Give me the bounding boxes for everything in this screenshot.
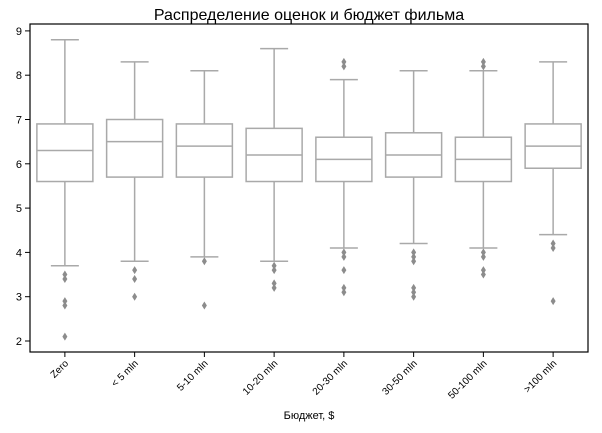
outlier-point: [62, 301, 68, 310]
outlier-point: [132, 266, 138, 275]
outlier-point: [62, 274, 68, 283]
outlier-point: [480, 252, 486, 261]
outlier-point: [62, 297, 68, 306]
y-tick-label: 6: [16, 159, 22, 171]
y-tick-label: 9: [16, 26, 22, 38]
outlier-point: [411, 288, 417, 297]
outlier-point: [480, 248, 486, 257]
x-axis-label: Бюджет, $: [284, 410, 335, 422]
outlier-point: [341, 248, 347, 257]
y-tick-label: 8: [16, 70, 22, 82]
outlier-point: [132, 274, 138, 283]
iqr-box: [175, 123, 234, 178]
outlier-point: [341, 62, 347, 71]
x-tick-label: 10-20 mln: [241, 358, 280, 397]
box-2: [105, 61, 164, 301]
outlier-point: [411, 292, 417, 301]
outlier-point: [341, 266, 347, 275]
y-tick-label: 7: [16, 115, 22, 127]
box-6: [384, 70, 443, 301]
outlier-point: [411, 248, 417, 257]
iqr-box: [36, 123, 94, 183]
chart-title: Распределение оценок и бюджет фильма: [154, 7, 464, 24]
outlier-point: [201, 257, 207, 266]
plot-frame: [29, 23, 589, 353]
outlier-point: [341, 252, 347, 261]
outlier-point: [341, 57, 347, 66]
outlier-point: [271, 283, 277, 292]
y-tick-label: 4: [16, 247, 22, 259]
outlier-point: [550, 243, 556, 252]
outlier-point: [550, 239, 556, 248]
outlier-point: [411, 283, 417, 292]
x-tick-label: < 5 mln: [110, 358, 141, 389]
outlier-point: [271, 261, 277, 270]
x-tick-label: 5-10 mln: [175, 358, 210, 393]
outlier-point: [480, 270, 486, 279]
outlier-point: [132, 292, 138, 301]
x-tick-label: 30-50 mln: [381, 358, 420, 397]
x-tick-label: Zero: [49, 358, 72, 381]
y-tick-label: 3: [16, 292, 22, 304]
outlier-point: [341, 283, 347, 292]
box-3: [175, 70, 234, 310]
outlier-point: [480, 57, 486, 66]
outlier-point: [271, 266, 277, 275]
box-5: [315, 57, 373, 297]
outlier-point: [550, 297, 556, 306]
outlier-point: [271, 279, 277, 288]
box-1: [36, 39, 94, 341]
outlier-point: [201, 301, 207, 310]
x-tick-label: 50-100 mln: [446, 358, 489, 401]
outlier-point: [62, 270, 68, 279]
outlier-point: [62, 332, 68, 341]
x-tick-label: >100 mln: [522, 358, 559, 395]
outlier-point: [480, 266, 486, 275]
x-tick-label: 20-30 mln: [311, 358, 350, 397]
iqr-box: [105, 118, 164, 178]
y-tick-label: 2: [16, 336, 22, 348]
outlier-point: [411, 257, 417, 266]
outlier-point: [411, 252, 417, 261]
box-8: [524, 61, 582, 306]
y-tick-label: 5: [16, 203, 22, 215]
outlier-point: [341, 288, 347, 297]
box-4: [245, 47, 303, 292]
outlier-point: [480, 62, 486, 71]
box-7: [454, 57, 513, 279]
